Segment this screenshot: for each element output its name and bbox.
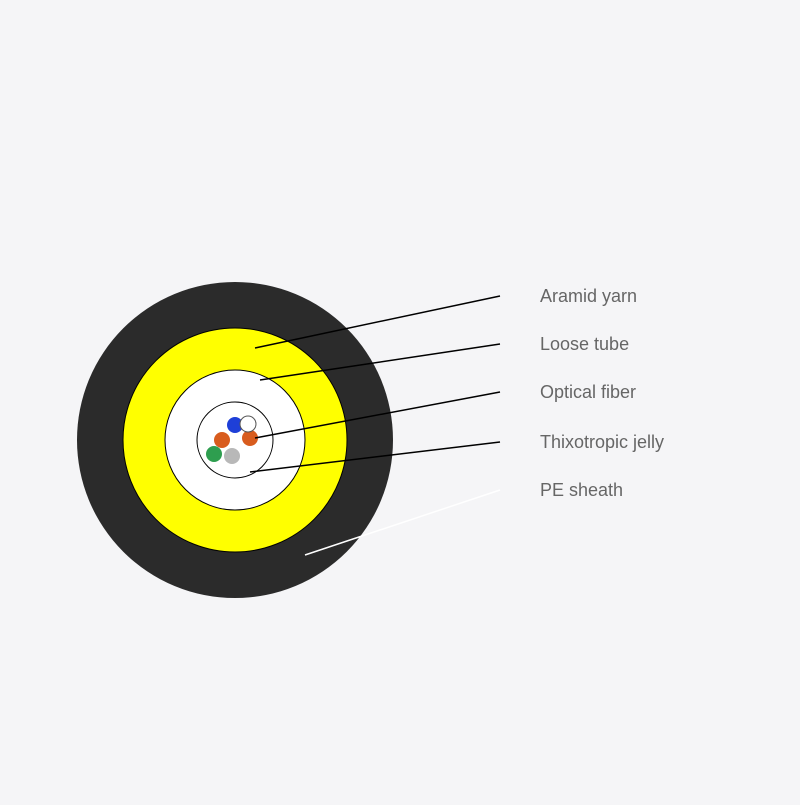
layer-thixotropic_jelly bbox=[197, 402, 273, 478]
label-pe-sheath: PE sheath bbox=[540, 480, 623, 501]
label-thixotropic-jelly: Thixotropic jelly bbox=[540, 432, 664, 453]
optical-fiber-5 bbox=[240, 416, 256, 432]
optical-fiber-1 bbox=[214, 432, 230, 448]
diagram-svg bbox=[0, 0, 800, 800]
label-optical-fiber: Optical fiber bbox=[540, 382, 636, 403]
label-loose-tube: Loose tube bbox=[540, 334, 629, 355]
optical-fiber-4 bbox=[224, 448, 240, 464]
cable-cross-section-diagram: Aramid yarn Loose tube Optical fiber Thi… bbox=[0, 0, 800, 800]
optical-fiber-3 bbox=[206, 446, 222, 462]
label-aramid-yarn: Aramid yarn bbox=[540, 286, 637, 307]
